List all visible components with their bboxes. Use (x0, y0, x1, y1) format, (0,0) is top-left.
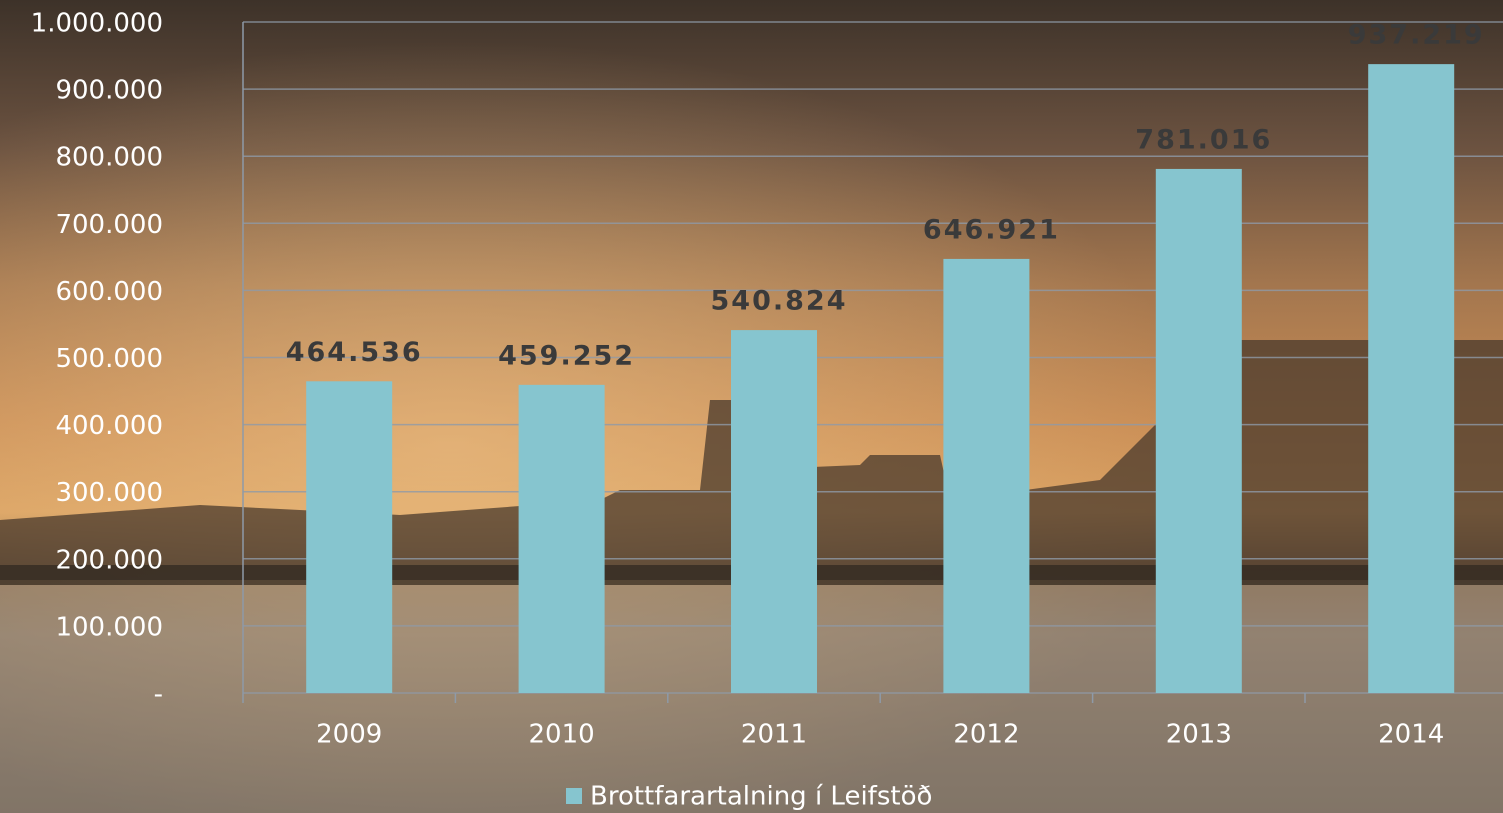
bar (731, 330, 817, 693)
y-tick-label: - (154, 680, 163, 710)
y-tick-label: 1.000.000 (31, 9, 163, 39)
y-tick-label: 300.000 (55, 478, 163, 508)
y-tick-label: 700.000 (55, 210, 163, 240)
data-label: 781.016 (1135, 124, 1272, 155)
y-tick-label: 100.000 (55, 612, 163, 642)
y-tick-label: 400.000 (55, 411, 163, 441)
bar (518, 384, 605, 693)
legend-label: Brottfarartalning í Leifstöð (590, 782, 932, 812)
y-tick-label: 800.000 (55, 143, 163, 173)
y-tick-label: 600.000 (55, 277, 163, 307)
y-tick-label: 900.000 (55, 76, 163, 106)
x-tick-label: 2010 (529, 720, 595, 750)
x-tick-label: 2011 (741, 720, 807, 750)
bar (306, 381, 393, 693)
data-label: 540.824 (711, 286, 848, 317)
x-tick-label: 2012 (953, 720, 1019, 750)
legend-swatch (566, 788, 582, 804)
y-tick-label: 200.000 (55, 545, 163, 575)
y-tick-label: 500.000 (55, 344, 163, 374)
plot-area: - 100.000 200.000 300.000 400.000 500.000 600.… (31, 9, 1503, 750)
data-label: 459.252 (498, 340, 635, 371)
x-tick-label: 2013 (1166, 720, 1232, 750)
x-tick-label: 2009 (316, 720, 382, 750)
data-label: 937.219 (1348, 20, 1485, 51)
data-label: 646.921 (923, 214, 1060, 245)
bar (943, 258, 1030, 693)
legend: Brottfarartalning í Leifstöð (566, 782, 932, 812)
data-label: 464.536 (286, 337, 423, 368)
bar (1368, 64, 1455, 694)
x-tick-label: 2014 (1378, 720, 1444, 750)
bar (1155, 168, 1242, 694)
